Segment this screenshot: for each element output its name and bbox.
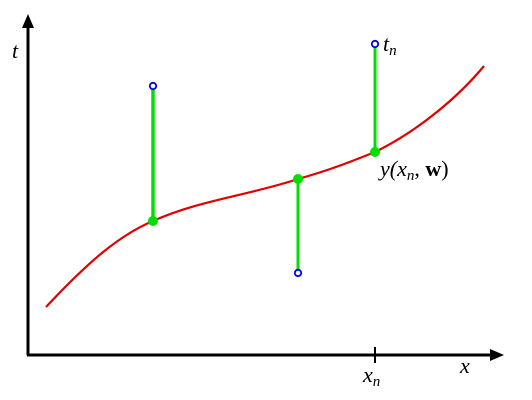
prediction-sub: n [407, 168, 415, 184]
prediction-point [148, 216, 158, 226]
x-axis-label: x [459, 353, 470, 378]
prediction-base: x [396, 156, 407, 181]
prediction-sep: , [414, 156, 425, 181]
target-point [370, 39, 380, 49]
prediction-weights: w [425, 156, 441, 181]
prediction-point [293, 174, 303, 184]
y-axis-label: t [12, 38, 19, 63]
target-sub: n [389, 43, 397, 59]
target-point [148, 81, 158, 91]
x-axis-arrow [490, 349, 504, 361]
x-tick-base: x [362, 362, 373, 387]
target-label: tn [383, 31, 397, 59]
prediction-close: ) [441, 156, 448, 181]
fitted-curve [45, 65, 485, 308]
target-point [293, 268, 303, 278]
prediction-label: y(xn, w) [378, 156, 449, 184]
prediction-open: y( [378, 156, 399, 181]
target-base: t [383, 31, 390, 56]
prediction-point [370, 147, 380, 157]
x-tick-label: xn [362, 362, 380, 390]
y-axis-arrow [22, 14, 34, 28]
x-tick-sub: n [373, 374, 381, 390]
